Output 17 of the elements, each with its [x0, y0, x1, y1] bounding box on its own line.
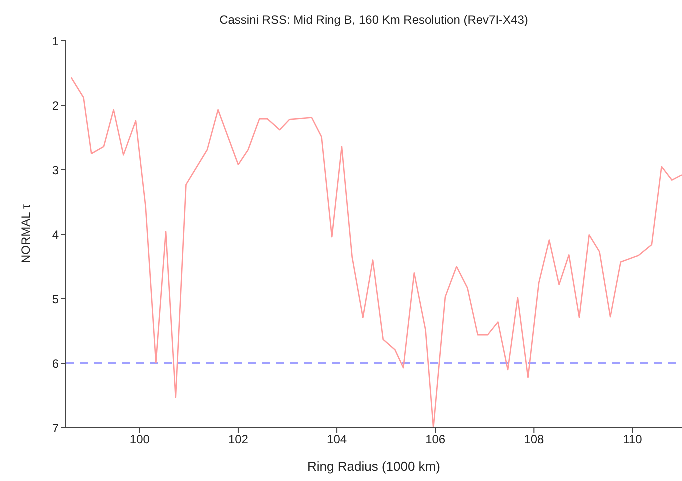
line-series [70, 77, 682, 428]
x-axis-title: Ring Radius (1000 km) [306, 459, 442, 474]
x-tick-label: 108 [524, 432, 544, 447]
y-axis-title: NORMAL τ [19, 204, 33, 264]
y-tick-label: 7 [52, 421, 60, 436]
y-tick-label: 5 [52, 292, 60, 306]
chart-title: Cassini RSS: Mid Ring B, 160 Km Resolution (Rev7I-X43) [218, 13, 530, 27]
x-tick-label: 102 [228, 432, 249, 447]
x-tick-label: 106 [426, 432, 446, 447]
y-tick-label: 3 [52, 163, 60, 178]
y-tick-label: 2 [52, 98, 60, 113]
y-tick-label: 6 [52, 356, 60, 371]
x-tick-label: 104 [327, 432, 348, 447]
y-tick-label: 4 [52, 228, 60, 242]
x-tick-label: 110 [623, 432, 643, 447]
x-tick-label: 100 [130, 432, 150, 447]
y-tick-label: 1 [52, 34, 60, 48]
